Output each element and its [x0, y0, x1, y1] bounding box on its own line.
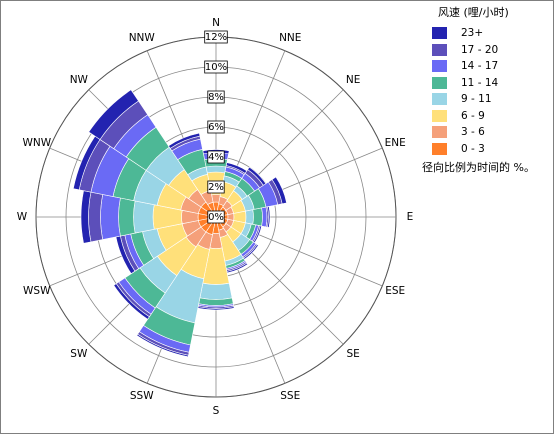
legend-entry: 23+	[432, 25, 552, 42]
tick-label-box	[207, 120, 225, 134]
legend-label: 0 - 3	[461, 142, 485, 155]
legend-note: 径向比例为时间的 %。	[422, 161, 535, 174]
legend-label: 6 - 9	[461, 109, 485, 122]
wedge-nw-bin-7	[88, 89, 139, 140]
legend-entry: 11 - 14	[432, 75, 552, 92]
direction-label-wsw: WSW	[23, 285, 51, 297]
legend-entry: 14 - 17	[432, 58, 552, 75]
legend-title: 风速 (哩/小时)	[438, 6, 509, 19]
legend-entry: 0 - 3	[432, 141, 552, 158]
legend-swatch	[432, 60, 447, 73]
tick-label-4: 8%	[208, 92, 224, 103]
legend-label: 9 - 11	[461, 93, 492, 106]
legend-label: 14 - 17	[461, 60, 499, 73]
legend-label: 23+	[461, 27, 484, 40]
tick-label-6: 12%	[205, 32, 227, 43]
wedge-nnw-bin-7	[168, 132, 201, 149]
tick-label-box	[207, 180, 225, 194]
tick-label-box	[207, 90, 225, 104]
legend-swatch	[432, 142, 447, 155]
direction-label-ene: ENE	[385, 137, 406, 149]
tick-label-box	[204, 30, 228, 44]
direction-label-nne: NNE	[279, 32, 301, 44]
wedge-sw-bin-7	[113, 283, 150, 320]
wind-wedges	[72, 89, 287, 358]
legend-entry: 9 - 11	[432, 91, 552, 108]
direction-label-sw: SW	[70, 348, 88, 360]
wedge-w-bin-6	[88, 191, 104, 243]
legend-swatch	[432, 109, 447, 122]
wedge-e-bin-4	[252, 207, 263, 227]
tick-label-2: 4%	[208, 152, 224, 163]
legend-swatch	[432, 93, 447, 106]
radial-tick-labels: 0% 2% 4% 6% 8% 10% 12%	[204, 30, 228, 224]
direction-label-nnw: NNW	[129, 32, 156, 44]
direction-label-se: SE	[347, 348, 360, 360]
wedge-w-bin-4	[118, 197, 136, 237]
wedge-n-bin-3	[205, 165, 227, 174]
direction-label-wnw: WNW	[22, 137, 51, 149]
direction-label-ssw: SSW	[130, 390, 154, 402]
wedge-w-bin-3	[133, 200, 155, 234]
wedge-e-bin-3	[245, 209, 254, 225]
tick-label-box	[207, 210, 225, 224]
tick-label-3: 6%	[208, 122, 224, 133]
legend-swatch	[432, 27, 447, 40]
wedge-w-bin-5	[100, 194, 121, 240]
wedge-e-bin-7	[267, 206, 271, 228]
legend: 风速 (哩/小时) 23+ 17 - 20 14 - 17 11 - 14 9 - 11…	[420, 4, 552, 175]
direction-label-n: N	[212, 17, 220, 29]
legend-swatch	[432, 76, 447, 89]
wedge-ssw-bin-7	[136, 333, 189, 358]
tick-label-5: 10%	[205, 62, 227, 73]
wedge-s-bin-3	[199, 282, 233, 300]
tick-label-box	[207, 150, 225, 164]
wedge-e-bin-5	[261, 206, 268, 228]
legend-label: 11 - 14	[461, 76, 499, 89]
direction-label-ese: ESE	[385, 285, 405, 297]
direction-label-ne: NE	[346, 74, 361, 86]
legend-label: 3 - 6	[461, 126, 485, 139]
legend-entry: 6 - 9	[432, 108, 552, 125]
tick-label-0: 0%	[208, 212, 224, 223]
direction-label-sse: SSE	[280, 390, 300, 402]
legend-entry: 17 - 20	[432, 42, 552, 59]
tick-label-1: 2%	[208, 182, 224, 193]
legend-entry: 3 - 6	[432, 124, 552, 141]
legend-label: 17 - 20	[461, 43, 499, 56]
direction-label-e: E	[407, 211, 414, 223]
direction-label-w: W	[17, 211, 28, 223]
legend-swatch	[432, 126, 447, 139]
direction-label-nw: NW	[70, 74, 89, 86]
legend-swatch	[432, 43, 447, 56]
tick-label-box	[204, 60, 228, 74]
wedge-ene-bin-7	[271, 176, 287, 205]
direction-label-s: S	[213, 405, 220, 417]
legend-entries: 23+ 17 - 20 14 - 17 11 - 14 9 - 11 6 - 9 3 - 6…	[420, 25, 552, 157]
direction-labels: N NNE NE ENE E ESE SE SSE S SSW SW WSW W WNW NW NNW	[17, 17, 414, 417]
